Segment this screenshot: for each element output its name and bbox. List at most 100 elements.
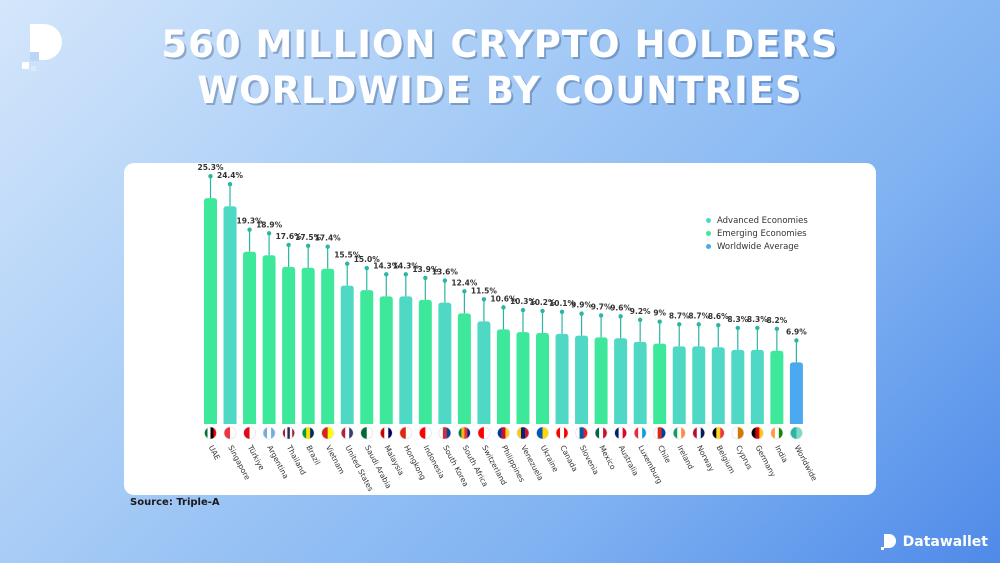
bar-stem-dot	[735, 325, 741, 331]
country-flag-icon	[751, 427, 764, 439]
bar-stem-dot	[384, 272, 389, 277]
bar-stem-dot	[677, 322, 682, 327]
country-flag-icon	[556, 427, 569, 439]
bar-stem-dot	[462, 289, 467, 294]
bar	[536, 332, 550, 424]
bar-stem-dot	[247, 227, 252, 232]
value-label: 13.6%	[432, 268, 459, 277]
bar	[496, 329, 510, 424]
chart-legend: Advanced Economies Emerging Economies Wo…	[706, 214, 808, 253]
source-note: Source: Triple-A	[130, 497, 220, 508]
bar-stem-dot	[520, 307, 526, 313]
legend-item-advanced: Advanced Economies	[706, 214, 808, 227]
datawallet-logo-icon	[22, 24, 62, 71]
country-flag-icon	[438, 427, 451, 439]
flag-outline	[555, 426, 569, 440]
bar-stem-dot	[403, 272, 408, 277]
category-label: Worldwide	[793, 444, 819, 483]
country-flag-icon	[458, 427, 471, 439]
flag-outline	[536, 426, 549, 440]
country-flag-icon	[536, 427, 549, 439]
legend-dot-emerging	[706, 231, 711, 236]
title-line-2: WORLDWIDE BY COUNTRIES	[197, 69, 803, 112]
legend-label-advanced: Advanced Economies	[717, 215, 808, 226]
bar	[438, 302, 452, 424]
country-flag-icon	[419, 427, 432, 439]
legend-label-average: Worldwide Average	[717, 241, 799, 252]
flag-outline	[672, 426, 686, 440]
country-flag-icon	[302, 427, 315, 439]
brand-name: Datawallet	[902, 534, 988, 550]
flag-outline	[614, 426, 627, 440]
brand-footer: Datawallet	[880, 533, 988, 551]
value-label: 8.2%	[766, 316, 787, 325]
value-label: 9%	[653, 309, 666, 318]
country-flag-icon	[614, 427, 627, 439]
bar	[731, 349, 745, 424]
value-label: 8.7%	[669, 311, 690, 320]
value-label: 17.4%	[315, 234, 342, 243]
bar	[321, 268, 335, 424]
bar-stem-dot	[266, 231, 272, 236]
flag-outline	[438, 426, 452, 440]
bar	[399, 296, 413, 424]
bar-stem-dot	[637, 317, 643, 323]
value-label: 18.9%	[256, 220, 283, 229]
bar-stem-dot	[442, 278, 448, 283]
country-flag-icon	[692, 427, 705, 439]
value-label: 10.1%	[549, 299, 576, 308]
flag-outline	[594, 426, 608, 440]
flag-outline	[321, 426, 334, 440]
legend-item-average: Worldwide Average	[706, 240, 808, 253]
bar	[301, 267, 315, 424]
bar	[360, 290, 374, 424]
category-label: Brazil	[304, 444, 322, 467]
value-label: 12.4%	[451, 278, 478, 287]
bar	[711, 347, 725, 424]
country-flag-icon	[243, 427, 256, 439]
flag-outline	[379, 426, 393, 440]
value-label: 8.7%	[688, 311, 709, 320]
value-label: 8.3%	[727, 315, 748, 324]
country-flag-icon	[731, 427, 744, 439]
bar	[418, 299, 432, 424]
bar-stem-dot	[481, 297, 487, 302]
flag-outline	[790, 426, 803, 440]
bar-stem-dot	[208, 173, 213, 179]
country-flag-icon	[712, 427, 725, 439]
bar-stem-dot	[325, 244, 330, 249]
flag-outline	[477, 426, 491, 440]
category-label: Chile	[656, 444, 673, 465]
datawallet-d-icon	[880, 534, 896, 550]
country-flag-icon	[282, 427, 295, 439]
bar	[594, 337, 608, 424]
bar	[204, 198, 217, 424]
flag-outline	[516, 426, 530, 440]
category-label: Cyprus	[734, 444, 754, 471]
flag-outline	[360, 426, 374, 440]
bar	[457, 313, 471, 424]
legend-dot-average	[706, 244, 711, 249]
value-label: 8.6%	[708, 312, 729, 321]
flag-outline	[301, 426, 315, 440]
flag-outline	[458, 426, 471, 440]
bar-stem-dot	[774, 326, 780, 332]
country-flag-icon	[497, 427, 510, 439]
flag-outline	[653, 426, 666, 440]
value-label: 11.5%	[471, 286, 498, 295]
bar	[750, 349, 764, 424]
value-label: 6.9%	[786, 327, 807, 336]
country-flag-icon	[341, 427, 354, 439]
flag-outline	[575, 426, 588, 440]
flag-outline	[711, 426, 725, 440]
bar-stem-dot	[755, 325, 760, 331]
bar-stem-dot	[423, 275, 428, 281]
category-label: Ireland	[675, 444, 695, 471]
flag-outline	[223, 426, 237, 440]
bar	[633, 341, 647, 424]
bar-stem-dot	[364, 265, 369, 271]
bar-stem-dot	[696, 322, 701, 327]
bar-stem-dot	[559, 309, 565, 315]
bar-stem-dot	[598, 313, 604, 318]
bar-stem-dot	[501, 305, 506, 310]
